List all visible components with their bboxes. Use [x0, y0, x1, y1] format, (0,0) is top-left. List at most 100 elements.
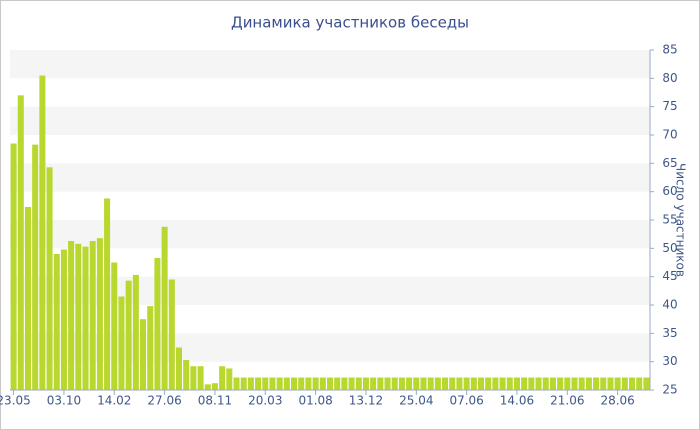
y-tick-label: 60: [662, 184, 677, 198]
bar: [470, 377, 477, 390]
bar: [449, 377, 456, 390]
bar: [140, 319, 147, 390]
bar: [82, 246, 89, 390]
y-tick-label: 70: [662, 128, 677, 142]
bar: [68, 240, 75, 390]
y-tick-label: 25: [662, 383, 677, 397]
y-tick-label: 40: [662, 298, 677, 312]
bar: [211, 383, 218, 390]
bar: [406, 377, 413, 390]
bar: [312, 377, 319, 390]
bar: [298, 377, 305, 390]
bar: [104, 198, 111, 390]
bar: [477, 377, 485, 390]
bar: [585, 377, 592, 390]
bar: [319, 377, 326, 390]
bar: [542, 377, 549, 390]
y-tick-label: 35: [662, 326, 677, 340]
bar: [549, 377, 556, 390]
bar: [362, 377, 369, 390]
bar: [621, 377, 628, 390]
bar: [161, 226, 168, 390]
bar: [600, 377, 607, 390]
y-tick-label: 80: [662, 71, 677, 85]
bar: [32, 144, 39, 390]
bar: [348, 377, 355, 390]
y-tick-label: 50: [662, 241, 677, 255]
bar: [398, 377, 405, 390]
bar: [60, 249, 67, 390]
bar: [384, 377, 391, 390]
bar: [564, 377, 571, 390]
x-tick-label: 07.06: [449, 394, 483, 408]
bar: [499, 377, 506, 390]
x-tick-label: 20.03: [248, 394, 282, 408]
bar: [420, 377, 427, 390]
bar: [39, 75, 46, 390]
bar: [132, 274, 139, 390]
bar: [197, 366, 204, 390]
bar: [111, 262, 118, 390]
x-tick-label: 23.05: [0, 394, 31, 408]
bar: [513, 377, 520, 390]
x-tick-label: 21.06: [550, 394, 584, 408]
bar: [255, 377, 262, 390]
bar: [190, 366, 197, 390]
bar: [442, 377, 449, 390]
x-tick-label: 01.08: [298, 394, 332, 408]
bar: [125, 280, 132, 390]
bar: [24, 206, 31, 390]
bar: [391, 377, 398, 390]
grid-band: [10, 163, 650, 192]
bar: [204, 384, 211, 390]
bar: [53, 254, 60, 390]
x-tick-label: 08.11: [198, 394, 232, 408]
x-tick-label: 13.12: [349, 394, 383, 408]
bar: [643, 377, 650, 390]
grid-band: [10, 50, 650, 79]
bar: [262, 377, 269, 390]
bar: [247, 377, 254, 390]
bar: [283, 377, 290, 390]
bar: [492, 377, 499, 390]
bar: [521, 377, 528, 390]
y-tick-label: 65: [662, 156, 677, 170]
y-tick-label: 55: [662, 213, 677, 227]
bar: [96, 238, 103, 390]
bar: [571, 377, 578, 390]
bar: [636, 377, 643, 390]
bar: [377, 377, 384, 390]
bar: [233, 377, 240, 390]
bar: [147, 306, 154, 390]
bar: [305, 377, 312, 390]
bar: [276, 377, 283, 390]
bar: [463, 377, 470, 390]
bar: [118, 296, 125, 390]
y-tick-label: 85: [662, 43, 677, 57]
bar: [456, 377, 463, 390]
bar: [183, 359, 190, 390]
bar: [528, 377, 535, 390]
bar: [614, 377, 621, 390]
bar: [154, 257, 161, 390]
bar: [291, 377, 298, 390]
bar: [370, 377, 377, 390]
bar: [578, 377, 585, 390]
bar: [593, 377, 600, 390]
bar: [226, 368, 233, 390]
bar: [326, 377, 334, 390]
y-axis-title: Число участников: [674, 163, 688, 277]
bar: [46, 167, 53, 390]
bar: [75, 243, 82, 390]
chart-title: Динамика участников беседы: [231, 14, 469, 32]
bar: [629, 377, 636, 390]
bar: [17, 95, 24, 390]
x-tick-label: 27.06: [147, 394, 181, 408]
bar: [175, 347, 183, 390]
bar: [219, 366, 226, 390]
x-tick-label: 14.02: [97, 394, 131, 408]
bar: [10, 143, 17, 390]
bar: [334, 377, 341, 390]
bar: [427, 377, 434, 390]
